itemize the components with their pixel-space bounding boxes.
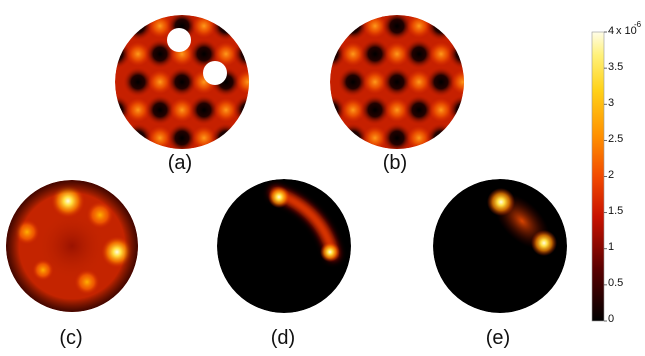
- panel-e-hotspot-right: [531, 230, 557, 256]
- panel-b-dark-spot: [382, 15, 412, 41]
- panel-b-dark-spot: [404, 39, 434, 69]
- panel-b-bright-spot: [385, 98, 409, 122]
- panel-a-bright-spot: [258, 98, 282, 122]
- colorbar-tick-label-5: 2.5: [608, 133, 624, 145]
- panel-a-bright-spot: [126, 98, 150, 122]
- panel-label-a: (a): [167, 152, 193, 174]
- colorbar-tick-label-6: 3: [608, 97, 615, 109]
- panel-e-map: [433, 179, 567, 313]
- colorbar-scale-exponent: -6: [634, 20, 642, 29]
- colorbar-tick-label-1: 0.5: [608, 277, 624, 289]
- panel-a-bright-spot: [236, 15, 249, 38]
- panel-b-dark-spot: [404, 95, 434, 125]
- panel-a-dark-spot: [189, 95, 219, 125]
- panel-d-hotspot-top: [268, 186, 290, 208]
- colorbar-tick-marks: [604, 31, 607, 322]
- colorbar-tick-label-4: 2: [608, 169, 615, 181]
- panel-b-bright-spot: [429, 98, 453, 122]
- panel-a-dark-spot: [211, 15, 241, 41]
- panel-b-bright-spot: [429, 42, 453, 66]
- panel-a-bright-spot: [170, 98, 194, 122]
- panel-a-dark-spot: [145, 39, 175, 69]
- panel-a-bright-spot: [236, 70, 249, 94]
- panel-a-hole-1: [167, 28, 191, 52]
- panel-a-dark-spot: [167, 67, 197, 97]
- panel-b-bright-spot: [341, 98, 365, 122]
- panel-d-hotspot-right: [320, 242, 340, 262]
- panel-b-dark-spot: [338, 67, 368, 97]
- panel-b-dark-spot: [360, 95, 390, 125]
- panel-a-bright-spot: [214, 98, 238, 122]
- colorbar-scale-factor: x 10: [616, 25, 637, 37]
- panel-b-bright-spot: [451, 70, 464, 94]
- panel-b-bright-spot: [407, 70, 431, 94]
- panel-label-d: (d): [270, 327, 296, 349]
- panel-a-bright-spot: [148, 70, 172, 94]
- panel-a-dark-spot: [211, 123, 241, 149]
- panel-b-dark-spot: [426, 123, 456, 149]
- colorbar-tick-label-3: 1.5: [608, 205, 624, 217]
- panel-label-e: (e): [485, 327, 511, 349]
- panel-a-dark-spot: [145, 95, 175, 125]
- panel-a-map: [115, 15, 282, 149]
- colorbar-tick-label-7: 3.5: [608, 61, 624, 73]
- panel-b-bright-spot: [451, 126, 464, 149]
- panel-d-map: [217, 179, 351, 313]
- panel-a-hole-2: [203, 61, 227, 85]
- panel-label-b: (b): [382, 152, 408, 174]
- panel-a-bright-spot: [236, 126, 249, 149]
- colorbar: [591, 31, 605, 322]
- panel-b-bright-spot: [363, 70, 387, 94]
- panel-a-bright-spot: [126, 42, 150, 66]
- panel-b-dark-spot: [426, 15, 456, 41]
- colorbar-tick-label-0: 0: [608, 313, 615, 325]
- panel-a-dark-spot: [123, 67, 153, 97]
- panel-c-map: [6, 180, 138, 312]
- panel-b-bright-spot: [473, 98, 497, 122]
- panel-a-dark-spot: [233, 95, 249, 125]
- colorbar-tick-label-2: 1: [608, 241, 615, 253]
- panel-b-dark-spot: [426, 67, 456, 97]
- panel-a-bright-spot: [258, 42, 282, 66]
- panel-a-bright-spot: [214, 42, 238, 66]
- colorbar-tick-label-8: 4: [608, 25, 615, 37]
- panel-b-dark-spot: [448, 95, 464, 125]
- panel-b-bright-spot: [451, 15, 464, 38]
- panel-a-dark-spot: [189, 39, 219, 69]
- panel-b-dark-spot: [382, 123, 412, 149]
- panel-b-map: [330, 15, 497, 149]
- panel-b-bright-spot: [341, 42, 365, 66]
- panel-a-dark-spot: [233, 39, 249, 69]
- panel-b-dark-spot: [360, 39, 390, 69]
- panel-b-dark-spot: [448, 39, 464, 69]
- panel-a-dark-spot: [167, 123, 197, 149]
- panel-b-bright-spot: [473, 42, 497, 66]
- panel-b-bright-spot: [385, 42, 409, 66]
- panel-b-dark-spot: [382, 67, 412, 97]
- panel-label-c: (c): [59, 327, 83, 349]
- panel-e-hotspot-top: [487, 188, 515, 216]
